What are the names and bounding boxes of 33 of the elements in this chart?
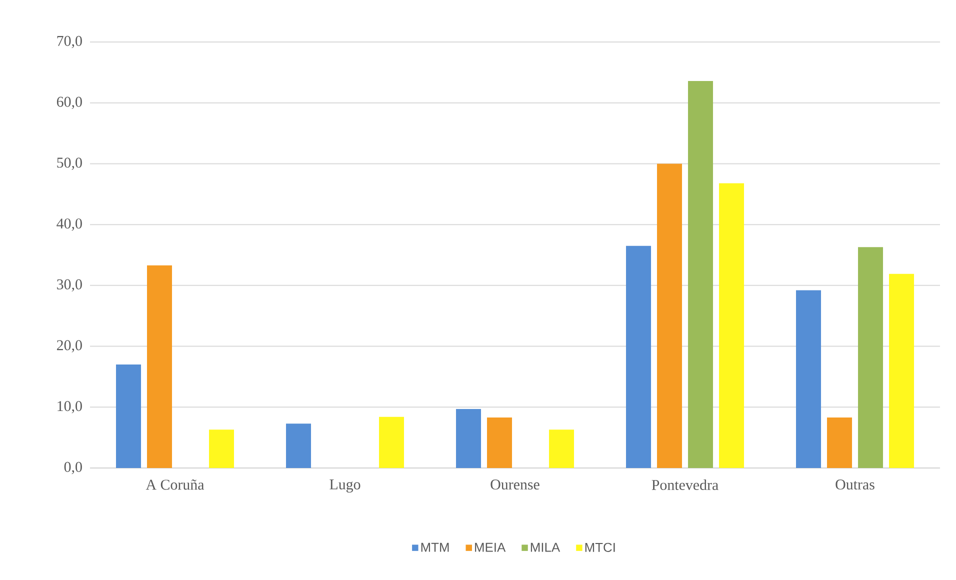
bar: [796, 290, 822, 468]
bar: [487, 417, 512, 468]
bar: [379, 416, 404, 468]
bar: [116, 364, 141, 468]
legend-label: MILA: [530, 542, 560, 552]
legend-label: MTCI: [585, 542, 615, 552]
bar: [889, 274, 914, 468]
y-tick-label: 0,0: [64, 462, 82, 474]
y-tick-label: 70,0: [57, 36, 82, 48]
bar: [147, 265, 172, 468]
legend-label: MEIA: [475, 542, 506, 552]
y-tick-label: 10,0: [58, 401, 82, 414]
x-tick-label: Ourense: [490, 480, 540, 490]
y-tick-label: 40,0: [56, 218, 82, 231]
bar: [719, 183, 744, 468]
bar: [858, 247, 884, 468]
y-tick-label: 20,0: [56, 340, 82, 352]
bar: [286, 424, 312, 468]
x-tick-label: Lugo: [330, 480, 360, 493]
bar: [549, 430, 574, 468]
y-tick-label: 60,0: [56, 96, 82, 109]
bar: [688, 80, 714, 468]
y-tick-label: 50,0: [57, 158, 82, 170]
bar: [626, 246, 652, 468]
bar: [456, 408, 482, 468]
legend-label: MTM: [421, 542, 449, 552]
x-tick-label: Outras: [836, 480, 874, 490]
bar: [657, 164, 682, 468]
x-tick-label: A Coruña: [146, 480, 204, 490]
y-tick-label: 30,0: [57, 279, 82, 292]
x-tick-label: Pontevedra: [652, 480, 718, 490]
bar: [209, 430, 234, 468]
bar: [827, 417, 852, 468]
